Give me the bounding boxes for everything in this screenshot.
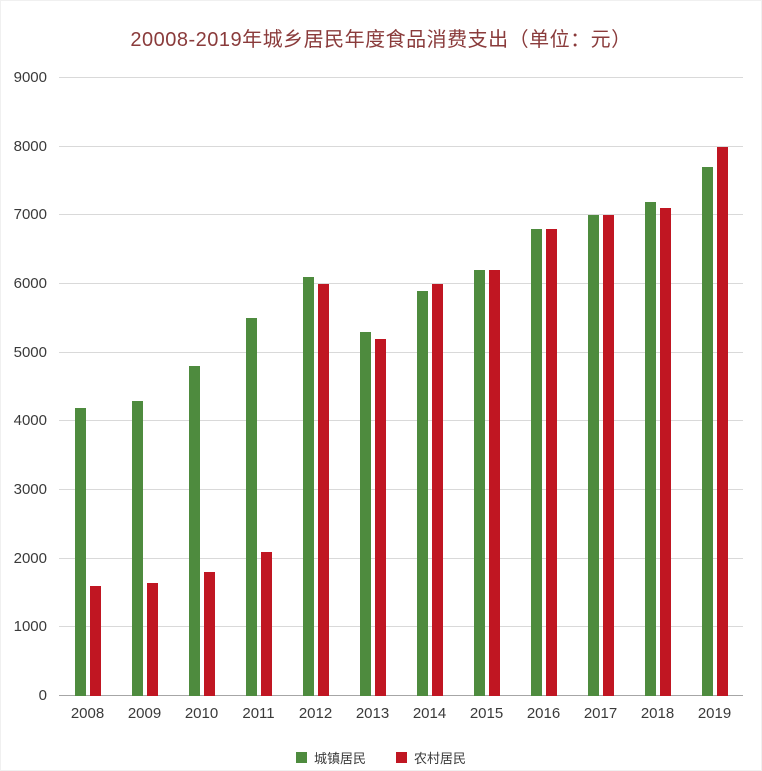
- y-tick-label: 9000: [13, 69, 47, 86]
- x-tick-label: 2015: [469, 705, 504, 722]
- bar-group-2014: [401, 78, 458, 696]
- bar-农村居民-2018: [659, 208, 671, 696]
- y-tick-label: 0: [38, 687, 47, 704]
- bar-农村居民-2019: [716, 146, 728, 696]
- bar-group-2013: [344, 78, 401, 696]
- bar-城镇居民-2017: [587, 215, 599, 696]
- y-tick-label: 4000: [13, 412, 47, 430]
- x-axis-line: 0: [39, 687, 743, 704]
- bar-城镇居民-2019: [701, 167, 713, 696]
- x-tick-label: 2010: [184, 705, 219, 722]
- legend-item-农村居民: 农村居民: [396, 748, 466, 767]
- bar-城镇居民-2012: [302, 277, 314, 696]
- plot-area: 0 1000 2000 3000 4000 5000 6000 7000 8000 9000: [14, 69, 743, 704]
- gridline: 3000: [14, 481, 743, 498]
- bar-group-2015: [458, 78, 515, 696]
- x-tick-label: 2019: [697, 705, 732, 722]
- bar-农村居民-2011: [260, 551, 272, 696]
- gridline: 8000: [14, 138, 743, 155]
- y-tick-label: 3000: [13, 481, 47, 499]
- bar-农村居民-2013: [374, 338, 386, 696]
- chart-title: 20008-2019年城乡居民年度食品消费支出（单位：元）: [130, 29, 632, 51]
- x-tick-label: 2017: [583, 705, 618, 722]
- gridlines: 0 1000 2000 3000 4000 5000 6000 7000 8000 9000: [14, 69, 743, 704]
- gridline: 9000: [14, 69, 743, 86]
- legend-item-城镇居民: 城镇居民: [295, 748, 366, 767]
- gridline: 6000: [14, 275, 743, 292]
- x-tick-label: 2014: [412, 705, 447, 722]
- y-tick-label: 2000: [13, 549, 47, 567]
- legend-label: 城镇居民: [313, 751, 366, 766]
- bar-城镇居民-2010: [188, 366, 200, 696]
- bar-城镇居民-2015: [473, 270, 485, 696]
- bar-group-2012: [287, 78, 344, 696]
- bar-group-2010: [173, 78, 230, 696]
- x-tick-label: 2009: [127, 705, 162, 722]
- bars-container: [59, 78, 743, 696]
- y-tick-label: 7000: [13, 206, 47, 224]
- y-tick-label: 1000: [13, 618, 47, 636]
- x-tick-label: 2012: [298, 705, 333, 722]
- bar-农村居民-2015: [488, 270, 500, 696]
- x-tick-label: 2016: [526, 705, 561, 722]
- bar-农村居民-2008: [89, 586, 101, 696]
- bar-group-2011: [230, 78, 287, 696]
- x-axis-labels: 2008 2009 2010 2011 2012 2013 2014 2015 2016 2017…: [59, 696, 743, 722]
- gridline: 4000: [14, 412, 743, 429]
- bar-农村居民-2016: [545, 229, 557, 696]
- x-tick-label: 2018: [640, 705, 675, 722]
- x-tick-label: 2008: [70, 705, 105, 722]
- legend: 城镇居民 农村居民: [1, 748, 761, 767]
- bar-group-2009: [116, 78, 173, 696]
- y-tick-label: 6000: [13, 275, 47, 293]
- bar-城镇居民-2014: [416, 290, 428, 696]
- bar-group-2008: [59, 78, 116, 696]
- bar-城镇居民-2018: [644, 201, 656, 696]
- legend-label: 农村居民: [414, 751, 467, 766]
- bar-group-2017: [572, 78, 629, 696]
- bar-农村居民-2014: [431, 284, 443, 696]
- gridline: 5000: [14, 344, 743, 361]
- bar-农村居民-2017: [602, 215, 614, 696]
- x-tick-label: 2013: [355, 705, 390, 722]
- bar-农村居民-2009: [146, 582, 158, 696]
- bar-城镇居民-2013: [359, 332, 371, 696]
- bar-group-2016: [515, 78, 572, 696]
- bar-城镇居民-2011: [245, 318, 257, 696]
- bar-农村居民-2012: [317, 284, 329, 696]
- bar-group-2018: [629, 78, 686, 696]
- y-tick-label: 8000: [13, 137, 47, 155]
- gridline: 7000: [14, 206, 743, 223]
- legend-swatch: [295, 752, 307, 763]
- x-tick-label: 2011: [242, 705, 275, 722]
- bar-城镇居民-2009: [131, 400, 143, 696]
- bar-城镇居民-2016: [530, 229, 542, 696]
- legend-swatch: [396, 752, 407, 763]
- gridline: 1000: [14, 618, 743, 635]
- bar-group-2019: [686, 78, 743, 696]
- bar-农村居民-2010: [203, 572, 215, 696]
- gridline: 2000: [14, 550, 743, 567]
- bar-城镇居民-2008: [74, 407, 86, 696]
- y-tick-label: 5000: [13, 343, 47, 361]
